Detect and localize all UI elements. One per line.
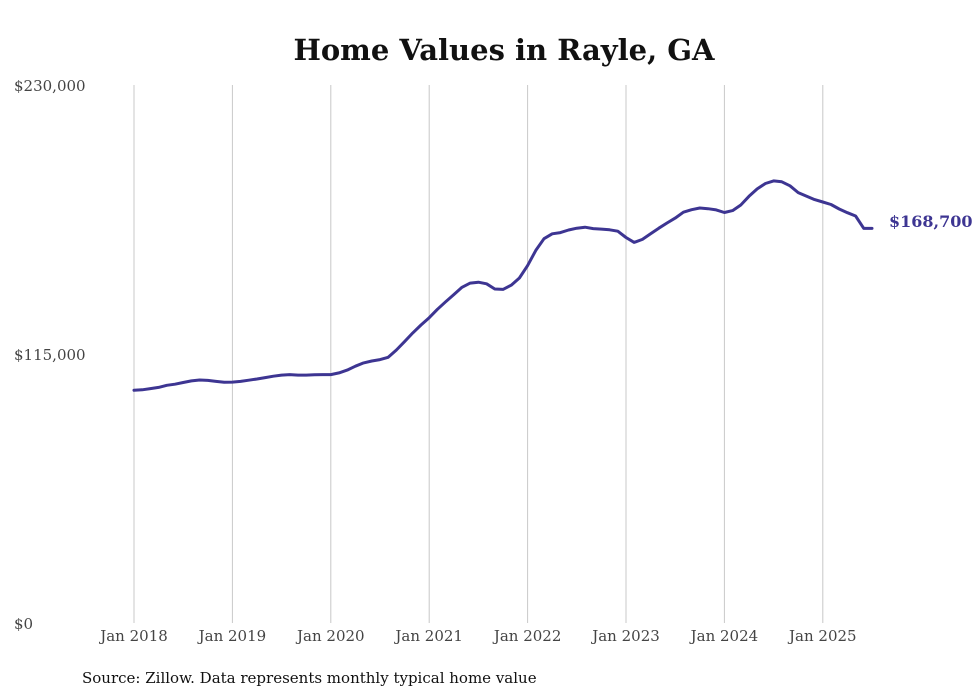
x-tick-label: Jan 2023	[590, 627, 660, 645]
x-tick-label: Jan 2025	[787, 627, 857, 645]
x-axis-ticks: Jan 2018 Jan 2019 Jan 2020 Jan 2021 Jan 2022…	[98, 627, 856, 645]
x-tick-label: Jan 2020	[295, 627, 365, 645]
y-tick-label: $115,000	[14, 346, 86, 364]
chart-title: Home Values in Rayle, GA	[293, 33, 715, 67]
grid-lines	[133, 85, 824, 623]
x-tick-label: Jan 2021	[393, 627, 463, 645]
y-tick-label: $230,000	[14, 77, 86, 95]
x-tick-label: Jan 2018	[98, 627, 168, 645]
x-tick-label: Jan 2024	[689, 627, 759, 645]
series-line	[132, 179, 874, 392]
end-value-label: $168,700	[889, 212, 973, 231]
x-tick-label: Jan 2022	[492, 627, 562, 645]
y-axis-ticks: $0 $115,000 $230,000	[14, 77, 86, 633]
y-tick-label: $0	[14, 615, 33, 633]
source-note: Source: Zillow. Data represents monthly …	[82, 669, 537, 687]
x-tick-label: Jan 2019	[197, 627, 267, 645]
